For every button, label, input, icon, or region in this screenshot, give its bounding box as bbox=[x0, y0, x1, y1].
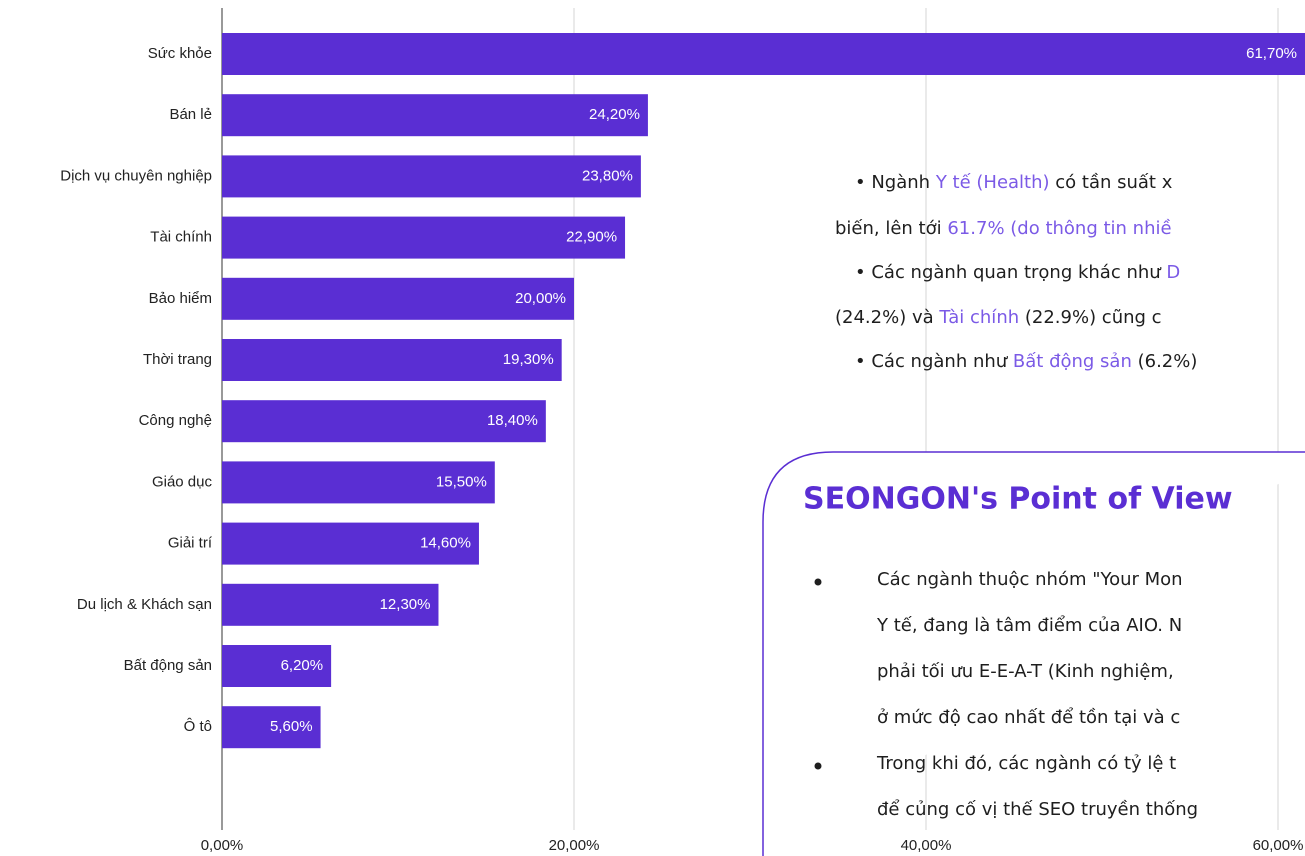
note-text: • Các ngành quan trọng khác như bbox=[855, 262, 1166, 283]
bar bbox=[222, 583, 439, 626]
pov-box bbox=[762, 451, 1305, 856]
bar bbox=[222, 216, 626, 259]
value-label: 24,20% bbox=[589, 106, 640, 123]
bar bbox=[222, 33, 1305, 75]
bar bbox=[222, 400, 546, 443]
bar bbox=[222, 522, 479, 565]
note-highlight: Tài chính bbox=[938, 307, 1019, 328]
category-label: Dịch vụ chuyên nghiệp bbox=[60, 167, 212, 184]
category-label: Tài chính bbox=[150, 229, 212, 246]
category-label: Bất động sản bbox=[124, 657, 212, 674]
note-line: (24.2%) và Tài chính (22.9%) cũng c bbox=[835, 307, 1162, 328]
pov-line: để củng cố vị thế SEO truyền thống bbox=[877, 799, 1198, 820]
category-label: Công nghệ bbox=[139, 412, 212, 429]
bar bbox=[222, 706, 321, 749]
note-line: biến, lên tới 61.7% (do thông tin nhiề bbox=[835, 218, 1172, 239]
note-text: • Ngành bbox=[855, 172, 936, 193]
note-text: biến, lên tới bbox=[835, 218, 947, 239]
value-label: 19,30% bbox=[503, 351, 554, 368]
note-line: • Các ngành như Bất động sản (6.2%) bbox=[855, 351, 1197, 372]
bar bbox=[222, 155, 641, 198]
category-label: Bảo hiểm bbox=[149, 290, 212, 307]
value-label: 18,40% bbox=[487, 412, 538, 429]
value-label: 20,00% bbox=[515, 290, 566, 307]
bullet bbox=[814, 578, 822, 586]
note-text: (22.9%) cũng c bbox=[1019, 307, 1161, 328]
category-label: Ô tô bbox=[184, 718, 212, 735]
category-label: Sức khỏe bbox=[148, 45, 212, 62]
pov-title: SEONGON's Point of View bbox=[803, 482, 1233, 517]
pov-line: Các ngành thuộc nhóm "Your Mon bbox=[877, 569, 1183, 590]
note-text: • Các ngành như bbox=[855, 351, 1013, 372]
pov-line: ở mức độ cao nhất để tồn tại và c bbox=[877, 707, 1180, 728]
value-label: 6,20% bbox=[281, 657, 324, 674]
value-label: 5,60% bbox=[270, 718, 313, 735]
category-label: Giáo dục bbox=[152, 473, 213, 490]
value-label: 15,50% bbox=[436, 473, 487, 490]
bar bbox=[222, 339, 562, 381]
value-label: 12,30% bbox=[380, 596, 431, 613]
note-line: • Ngành Y tế (Health) có tần suất x bbox=[855, 172, 1173, 193]
pov-line: Y tế, đang là tâm điểm của AIO. N bbox=[876, 615, 1182, 636]
pov-line: Trong khi đó, các ngành có tỷ lệ t bbox=[876, 753, 1176, 774]
value-label: 23,80% bbox=[582, 167, 633, 184]
value-label: 22,90% bbox=[566, 229, 617, 246]
note-highlight: Bất động sản bbox=[1013, 351, 1132, 372]
category-label: Bán lẻ bbox=[169, 106, 212, 123]
bar bbox=[222, 277, 574, 320]
bar bbox=[222, 94, 648, 137]
bar bbox=[222, 461, 495, 504]
bar bbox=[222, 645, 332, 687]
note-highlight: D bbox=[1166, 262, 1180, 283]
value-label: 14,60% bbox=[420, 535, 471, 552]
bullet bbox=[814, 762, 822, 770]
x-tick-label: 60,00% bbox=[1253, 837, 1304, 854]
note-text: (6.2%) bbox=[1132, 351, 1198, 372]
note-line: • Các ngành quan trọng khác như D bbox=[855, 262, 1180, 283]
pov-line: phải tối ưu E-E-A-T (Kinh nghiệm, bbox=[877, 661, 1174, 682]
category-label: Du lịch & Khách sạn bbox=[77, 596, 212, 613]
x-tick-label: 20,00% bbox=[549, 837, 600, 854]
note-text: có tần suất x bbox=[1050, 172, 1173, 193]
note-highlight: Y tế (Health) bbox=[935, 172, 1050, 193]
value-label: 61,70% bbox=[1246, 45, 1297, 62]
note-highlight: 61.7% (do thông tin nhiề bbox=[947, 218, 1171, 239]
note-text: (24.2%) và bbox=[835, 307, 939, 328]
category-label: Thời trang bbox=[143, 351, 212, 368]
category-label: Giải trí bbox=[168, 535, 213, 552]
x-tick-label: 40,00% bbox=[901, 837, 952, 854]
x-tick-label: 0,00% bbox=[201, 837, 244, 854]
